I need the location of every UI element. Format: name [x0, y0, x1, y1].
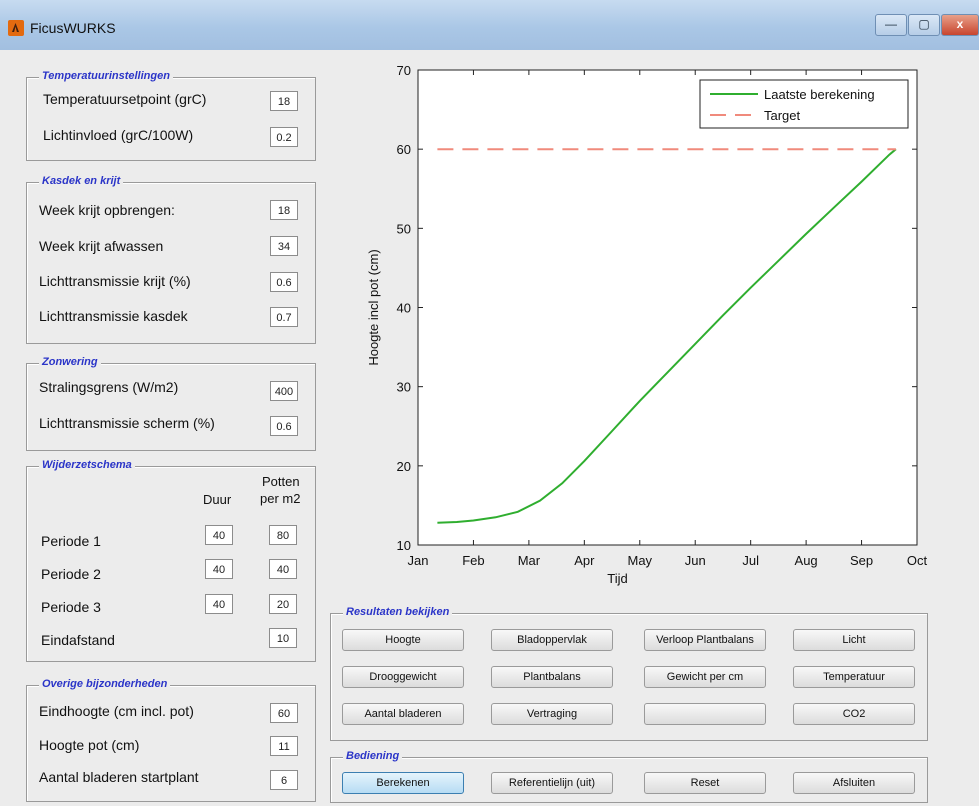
matlab-app-icon [8, 20, 24, 36]
legend-label: Laatste berekening [764, 87, 875, 102]
periode-2-potten-input[interactable]: 40 [269, 559, 297, 579]
y-tick-label: 20 [397, 459, 411, 474]
per-m2-header: per m2 [260, 491, 301, 506]
periode-2-duur-input[interactable]: 40 [205, 559, 233, 579]
close-button[interactable]: x [941, 14, 979, 36]
x-tick-label: Aug [795, 553, 818, 568]
y-axis-label: Hoogte incl pot (cm) [366, 249, 381, 365]
y-tick-label: 70 [397, 63, 411, 78]
setpoint-label: Temperatuursetpoint (grC) [43, 91, 207, 107]
berekenen-button[interactable]: Berekenen [342, 772, 464, 794]
y-tick-label: 30 [397, 380, 411, 395]
drooggewicht-button[interactable]: Drooggewicht [342, 666, 464, 688]
window-controls: — ▢ x [874, 14, 979, 36]
aantal-bladeren-input[interactable]: 6 [270, 770, 298, 790]
temperature-panel: Temperatuurinstellingen Temperatuursetpo… [26, 70, 316, 161]
zonwering-panel-title: Zonwering [39, 356, 101, 368]
vertraging-button[interactable]: Vertraging [491, 703, 613, 725]
periode-1-label: Periode 1 [41, 533, 101, 549]
eindhoogte-label: Eindhoogte (cm incl. pot) [39, 703, 194, 719]
x-tick-label: May [627, 553, 652, 568]
kasdek-panel: Kasdek en krijt Week krijt opbrengen: 18… [26, 175, 316, 344]
gewicht-per-cm-button[interactable]: Gewicht per cm [644, 666, 766, 688]
hoogte-pot-label: Hoogte pot (cm) [39, 737, 140, 753]
y-tick-label: 50 [397, 221, 411, 236]
y-tick-label: 10 [397, 538, 411, 553]
zonwering-panel: Zonwering Stralingsgrens (W/m2) 400 Lich… [26, 356, 316, 451]
reset-button[interactable]: Reset [644, 772, 766, 794]
x-tick-label: Jun [685, 553, 706, 568]
aantal-bladeren-button[interactable]: Aantal bladeren [342, 703, 464, 725]
legend-box [699, 79, 909, 129]
window-title: FicusWURKS [30, 20, 116, 36]
overige-panel-title: Overige bijzonderheden [39, 678, 171, 690]
verloop-plantbalans-button[interactable]: Verloop Plantbalans [644, 629, 766, 651]
periode-2-label: Periode 2 [41, 566, 101, 582]
afsluiten-button[interactable]: Afsluiten [793, 772, 915, 794]
periode-3-label: Periode 3 [41, 599, 101, 615]
overige-panel: Overige bijzonderheden Eindhoogte (cm in… [26, 678, 316, 802]
wijderzet-panel: Wijderzetschema Potten Duur per m2 Perio… [26, 459, 316, 662]
periode-3-potten-input[interactable]: 20 [269, 594, 297, 614]
hoogte-button[interactable]: Hoogte [342, 629, 464, 651]
setpoint-input[interactable]: 18 [270, 91, 298, 111]
kasdek-panel-title: Kasdek en krijt [39, 175, 124, 187]
lichttransmissie-krijt-label: Lichttransmissie krijt (%) [39, 273, 191, 289]
lichtinvloed-input[interactable]: 0.2 [270, 127, 298, 147]
maximize-button[interactable]: ▢ [908, 14, 940, 36]
eindafstand-input[interactable]: 10 [269, 628, 297, 648]
periode-3-duur-input[interactable]: 40 [205, 594, 233, 614]
results-panel: Resultaten bekijken Hoogte Bladoppervlak… [330, 606, 928, 741]
periode-1-potten-input[interactable]: 80 [269, 525, 297, 545]
results-panel-title: Resultaten bekijken [343, 606, 453, 618]
eindafstand-label: Eindafstand [41, 632, 115, 648]
series-line-laatste-berekening [437, 148, 897, 524]
krijt-opbrengen-label: Week krijt opbrengen: [39, 202, 175, 218]
x-tick-label: Mar [518, 553, 541, 568]
x-tick-label: Jul [742, 553, 759, 568]
y-tick-label: 40 [397, 301, 411, 316]
krijt-opbrengen-input[interactable]: 18 [270, 200, 298, 220]
x-tick-label: Apr [574, 553, 595, 568]
y-tick-label: 60 [397, 142, 411, 157]
lichttransmissie-kasdek-input[interactable]: 0.7 [270, 307, 298, 327]
krijt-afwassen-label: Week krijt afwassen [39, 238, 164, 254]
x-axis-label: Tijd [607, 571, 627, 586]
duur-header: Duur [203, 492, 232, 507]
eindhoogte-input[interactable]: 60 [270, 703, 298, 723]
x-tick-label: Sep [850, 553, 873, 568]
bladoppervlak-button[interactable]: Bladoppervlak [491, 629, 613, 651]
temperatuur-button[interactable]: Temperatuur [793, 666, 915, 688]
lichttransmissie-scherm-input[interactable]: 0.6 [270, 416, 298, 436]
bediening-panel-title: Bediening [343, 750, 403, 762]
temperature-panel-title: Temperatuurinstellingen [39, 70, 173, 82]
x-tick-label: Jan [408, 553, 429, 568]
co2-button[interactable]: CO2 [793, 703, 915, 725]
referentielijn-button[interactable]: Referentielijn (uit) [491, 772, 613, 794]
licht-button[interactable]: Licht [793, 629, 915, 651]
bediening-panel: Bediening Berekenen Referentielijn (uit)… [330, 750, 928, 803]
x-tick-label: Feb [462, 553, 484, 568]
title-bar: FicusWURKS — ▢ x [0, 0, 979, 50]
plantbalans-button[interactable]: Plantbalans [491, 666, 613, 688]
lichttransmissie-scherm-label: Lichttransmissie scherm (%) [39, 415, 215, 431]
minimize-button[interactable]: — [875, 14, 907, 36]
lichtinvloed-label: Lichtinvloed (grC/100W) [43, 127, 194, 143]
aantal-bladeren-label: Aantal bladeren startplant [39, 769, 199, 785]
x-tick-label: Oct [907, 553, 928, 568]
legend-label: Target [764, 108, 801, 123]
potten-header: Potten [262, 474, 300, 489]
periode-1-duur-input[interactable]: 40 [205, 525, 233, 545]
plot-area [417, 69, 918, 546]
lichttransmissie-krijt-input[interactable]: 0.6 [270, 272, 298, 292]
empty-button[interactable] [644, 703, 766, 725]
hoogte-pot-input[interactable]: 11 [270, 736, 298, 756]
wijderzet-panel-title: Wijderzetschema [39, 459, 135, 471]
stralingsgrens-input[interactable]: 400 [270, 381, 298, 401]
stralingsgrens-label: Stralingsgrens (W/m2) [39, 379, 179, 395]
krijt-afwassen-input[interactable]: 34 [270, 236, 298, 256]
lichttransmissie-kasdek-label: Lichttransmissie kasdek [39, 308, 188, 324]
